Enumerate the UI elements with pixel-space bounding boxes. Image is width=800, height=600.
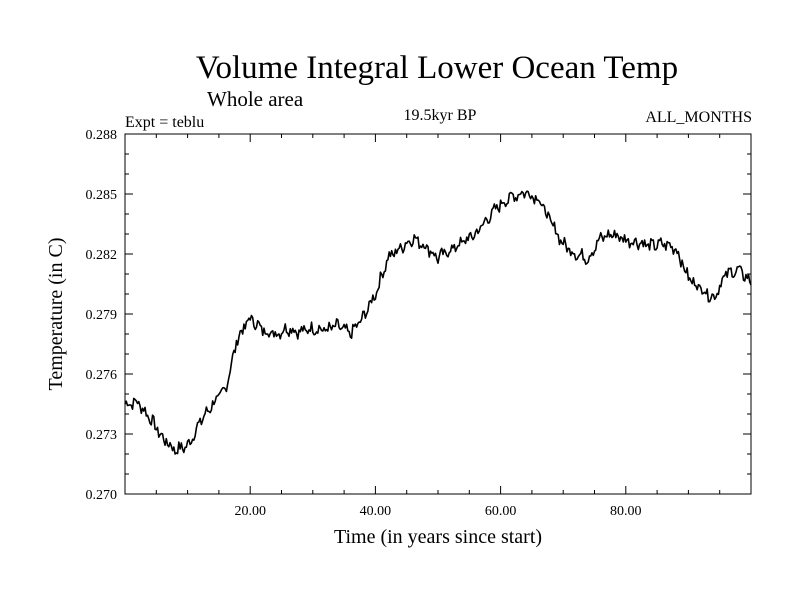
series-line: [124, 190, 752, 455]
x-tick-label: 60.00: [485, 504, 517, 519]
y-tick-label: 0.273: [86, 428, 118, 443]
x-axis-label: Time (in years since start): [334, 526, 542, 548]
plot-frame: [124, 133, 752, 495]
y-tick-label: 0.282: [86, 248, 118, 263]
y-tick-label: 0.285: [86, 188, 118, 203]
y-tick-label: 0.270: [86, 488, 118, 503]
period-label: 19.5kyr BP: [404, 107, 477, 124]
x-axis-ticks: [155, 134, 721, 494]
y-axis-tick-labels: 0.270 0.273 0.276 0.279 0.282 0.285 0.288: [86, 128, 118, 503]
chart-subtitle: Whole area: [207, 87, 304, 111]
y-tick-label: 0.288: [86, 128, 118, 143]
series-group: [124, 190, 752, 455]
x-tick-label: 40.00: [360, 504, 392, 519]
x-axis-tick-labels: 20.00 40.00 60.00 80.00: [234, 504, 641, 519]
y-axis-label: Temperature (in C): [45, 238, 67, 391]
x-tick-label: 80.00: [610, 504, 642, 519]
y-axis-ticks: [125, 133, 751, 495]
y-tick-label: 0.276: [86, 368, 118, 383]
y-tick-label: 0.279: [86, 308, 118, 323]
chart-title: Volume Integral Lower Ocean Temp: [196, 50, 678, 86]
months-label: ALL_MONTHS: [645, 109, 752, 126]
x-tick-label: 20.00: [234, 504, 266, 519]
experiment-label: Expt = teblu: [125, 114, 204, 131]
